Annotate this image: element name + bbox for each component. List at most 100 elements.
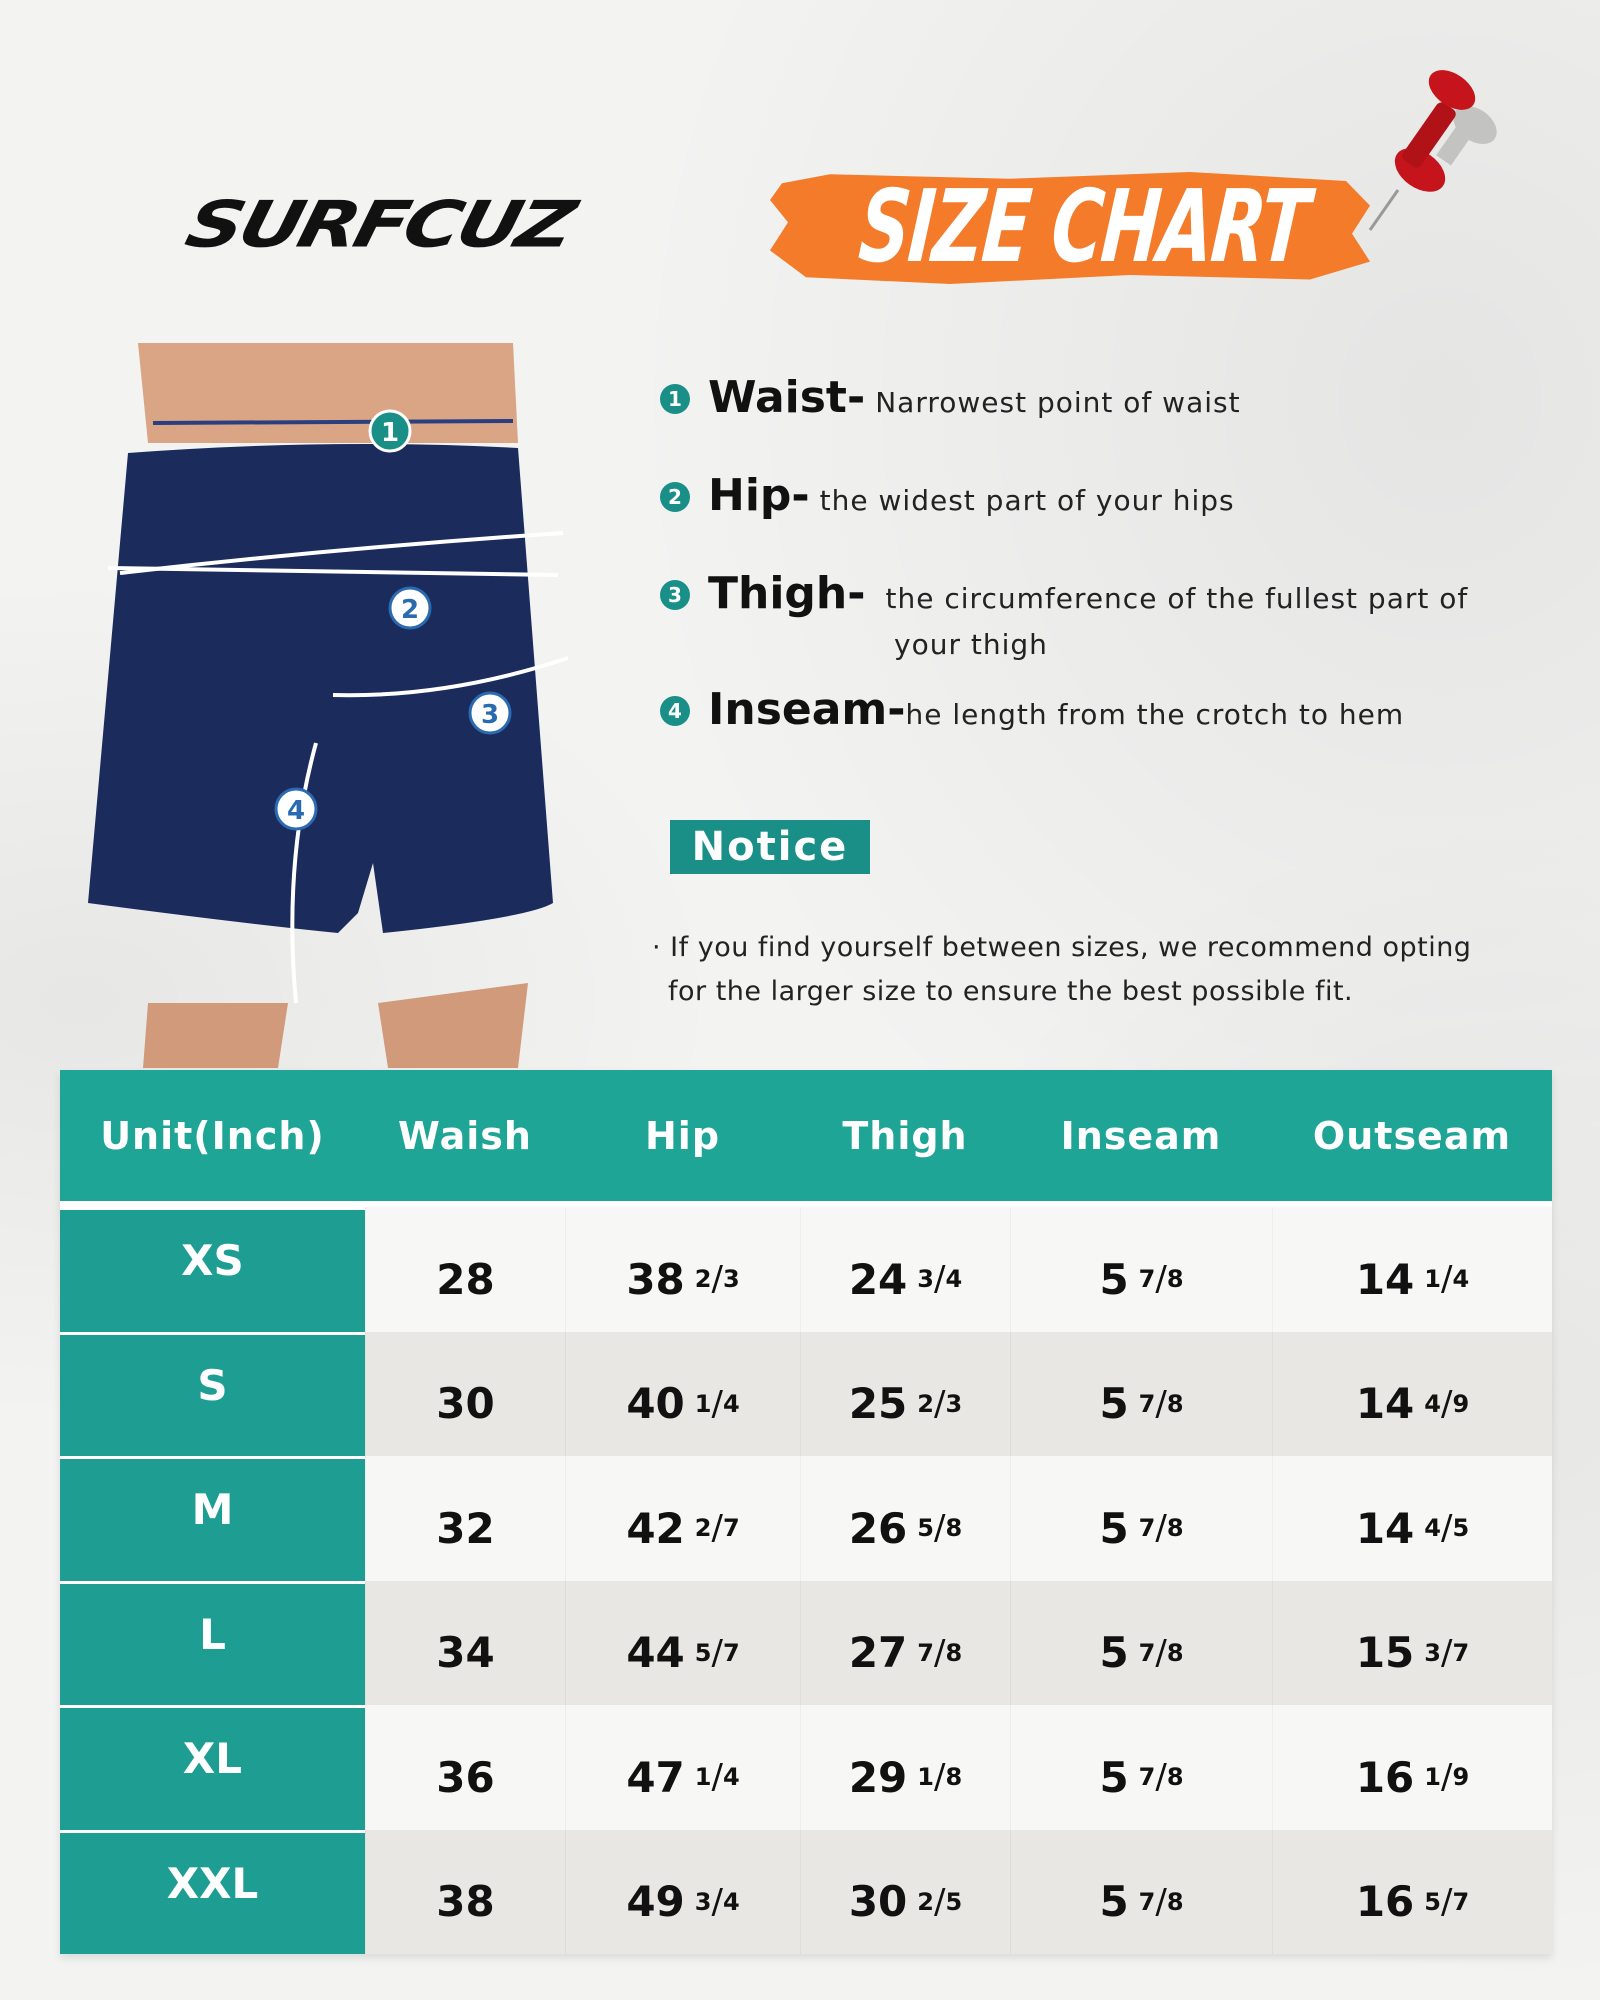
- numerator: 3: [694, 1887, 712, 1916]
- size-label: M: [60, 1456, 365, 1581]
- number-3-icon: 3: [660, 580, 690, 610]
- numerator: 7: [1138, 1265, 1156, 1294]
- whole-value: 15: [1355, 1628, 1415, 1678]
- fraction-slash: /: [933, 1757, 946, 1798]
- whole-value: 25: [848, 1379, 908, 1429]
- table-cell: 36: [365, 1705, 565, 1830]
- table-cell: 5 7/8: [1010, 1456, 1272, 1581]
- fraction-slash: /: [711, 1508, 723, 1549]
- numerator: 4: [1424, 1514, 1441, 1543]
- measure-label: Thigh-: [708, 568, 866, 619]
- whole-value: 5: [1099, 1752, 1129, 1802]
- numerator: 7: [1138, 1638, 1156, 1667]
- whole-value: 5: [1099, 1379, 1129, 1429]
- table-cell: 28: [365, 1207, 565, 1332]
- table-cell: 5 7/8: [1010, 1580, 1272, 1705]
- numerator: 2: [694, 1514, 712, 1543]
- table-cell: 49 3/4: [565, 1829, 800, 1954]
- size-label: L: [60, 1580, 365, 1705]
- denominator: 4: [722, 1763, 740, 1792]
- table-row: XL 36 47 1/4 29 1/8 5 7/8 16 1/9: [60, 1705, 1552, 1830]
- table-cell: 14 1/4: [1272, 1207, 1552, 1332]
- measure-thigh: 3 Thigh-the circumference of the fullest …: [660, 568, 1468, 619]
- fraction-slash: /: [1440, 1632, 1453, 1673]
- table-cell: 40 1/4: [565, 1331, 800, 1456]
- measure-label: Waist-: [708, 372, 866, 423]
- fraction-slash: /: [1440, 1881, 1453, 1922]
- whole-value: 34: [436, 1628, 495, 1678]
- whole-value: 26: [848, 1503, 908, 1553]
- fraction-slash: /: [711, 1757, 723, 1798]
- table-cell: 27 7/8: [800, 1580, 1010, 1705]
- whole-value: 49: [626, 1877, 685, 1927]
- whole-value: 14: [1355, 1379, 1415, 1429]
- numerator: 5: [1424, 1887, 1441, 1916]
- table-header: Unit(Inch) Waish Hip Thigh Inseam Outseam: [60, 1070, 1552, 1207]
- fraction-slash: /: [1155, 1383, 1167, 1424]
- denominator: 3: [722, 1265, 740, 1294]
- column-header: Hip: [644, 1113, 721, 1158]
- numerator: 2: [694, 1265, 712, 1294]
- denominator: 9: [1452, 1389, 1470, 1418]
- svg-text:3: 3: [481, 700, 499, 730]
- numerator: 2: [917, 1389, 934, 1418]
- measure-text: he length from the crotch to hem: [905, 698, 1405, 731]
- numerator: 7: [1138, 1514, 1156, 1543]
- numerator: 7: [917, 1638, 934, 1667]
- denominator: 9: [1452, 1763, 1470, 1792]
- svg-text:2: 2: [401, 595, 419, 625]
- size-label: XXL: [60, 1829, 365, 1954]
- table-body: XS 28 38 2/3 24 3/4 5 7/8 14 1/4 S 30 40 1/4 25 2/3 5 7/8…: [60, 1207, 1552, 1954]
- table-cell: 47 1/4: [565, 1705, 800, 1830]
- column-header: Thigh: [842, 1113, 968, 1158]
- whole-value: 30: [436, 1379, 495, 1429]
- table-cell: 26 5/8: [800, 1456, 1010, 1581]
- denominator: 4: [722, 1389, 740, 1418]
- whole-value: 38: [626, 1254, 685, 1304]
- fraction-slash: /: [711, 1259, 723, 1300]
- measure-inseam: 4 Inseam-he length from the crotch to hem: [660, 684, 1404, 735]
- whole-value: 36: [436, 1752, 495, 1802]
- denominator: 8: [1166, 1389, 1184, 1418]
- denominator: 7: [1452, 1887, 1470, 1916]
- whole-value: 38: [436, 1877, 495, 1927]
- whole-value: 47: [626, 1752, 685, 1802]
- numerator: 5: [694, 1638, 712, 1667]
- measure-text: your thigh: [894, 628, 1048, 661]
- pushpin-icon: [1368, 70, 1497, 231]
- denominator: 4: [722, 1887, 740, 1916]
- denominator: 4: [1452, 1265, 1470, 1294]
- fraction-slash: /: [711, 1383, 723, 1424]
- whole-value: 32: [436, 1503, 495, 1553]
- fraction-slash: /: [1440, 1383, 1453, 1424]
- column-header: Inseam: [1060, 1113, 1222, 1158]
- number-4-icon: 4: [660, 696, 690, 726]
- denominator: 4: [945, 1265, 963, 1294]
- brand-logo: SURFCUZ: [178, 188, 580, 262]
- numerator: 5: [917, 1514, 934, 1543]
- table-cell: 32: [365, 1456, 565, 1581]
- denominator: 8: [945, 1638, 963, 1667]
- numerator: 1: [917, 1763, 934, 1792]
- whole-value: 30: [848, 1877, 908, 1927]
- denominator: 8: [1166, 1514, 1184, 1543]
- numerator: 2: [917, 1887, 934, 1916]
- title-banner: [770, 172, 1370, 284]
- measure-text: the circumference of the fullest part of: [885, 582, 1469, 615]
- size-label: S: [60, 1331, 365, 1456]
- whole-value: 24: [848, 1254, 908, 1304]
- fraction-slash: /: [1155, 1632, 1167, 1673]
- numerator: 1: [694, 1763, 712, 1792]
- denominator: 7: [722, 1638, 740, 1667]
- whole-value: 27: [848, 1628, 908, 1678]
- measure-hip: 2 Hip-the widest part of your hips: [660, 470, 1235, 521]
- page-title: SIZE CHART: [855, 168, 1313, 285]
- whole-value: 5: [1099, 1628, 1129, 1678]
- fraction-slash: /: [933, 1881, 946, 1922]
- notice-line: for the larger size to ensure the best p…: [668, 976, 1354, 1007]
- table-cell: 16 5/7: [1272, 1829, 1552, 1954]
- table-cell: 34: [365, 1580, 565, 1705]
- fraction-slash: /: [1155, 1259, 1167, 1300]
- table-row: XS 28 38 2/3 24 3/4 5 7/8 14 1/4: [60, 1207, 1552, 1332]
- table-row: S 30 40 1/4 25 2/3 5 7/8 14 4/9: [60, 1331, 1552, 1456]
